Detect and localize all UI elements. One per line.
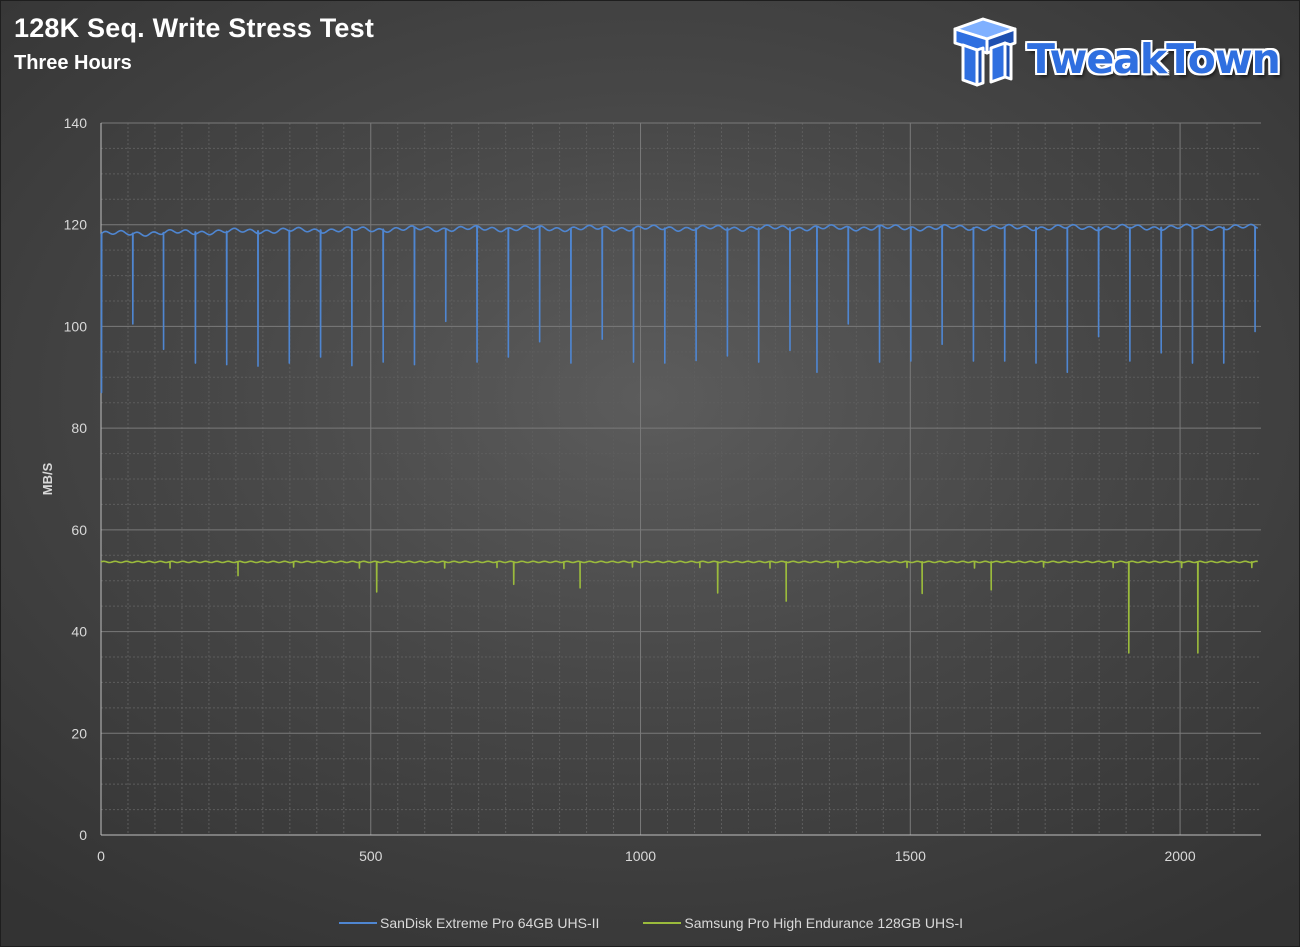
legend: SanDisk Extreme Pro 64GB UHS-II Samsung …	[1, 912, 1299, 934]
legend-label-samsung: Samsung Pro High Endurance 128GB UHS-I	[684, 915, 963, 931]
legend-label-sandisk: SanDisk Extreme Pro 64GB UHS-II	[380, 915, 600, 931]
legend-item-sandisk: SanDisk Extreme Pro 64GB UHS-II	[339, 915, 599, 931]
x-tick-label: 0	[97, 848, 105, 864]
x-tick-label: 500	[359, 848, 383, 864]
legend-item-samsung: Samsung Pro High Endurance 128GB UHS-I	[643, 915, 963, 931]
y-tick-label: 20	[71, 725, 87, 741]
legend-swatch-sandisk	[339, 922, 377, 924]
y-tick-label: 0	[79, 827, 87, 843]
y-tick-label: 80	[71, 420, 87, 436]
chart-subtitle: Three Hours	[14, 52, 132, 74]
tweaktown-logo: TweakTown	[949, 15, 1289, 93]
y-tick-label: 120	[64, 217, 88, 233]
series-line-samsung	[100, 560, 1258, 654]
y-tick-label: 60	[71, 522, 87, 538]
chart-title: 128K Seq. Write Stress Test	[14, 13, 375, 43]
legend-swatch-samsung	[643, 922, 682, 924]
y-tick-label: 40	[71, 624, 87, 640]
x-tick-label: 1500	[895, 848, 926, 864]
y-axis-label: MB/S	[40, 462, 55, 495]
tweaktown-cube-icon	[953, 17, 1017, 87]
logo-wordmark: TweakTown	[1027, 35, 1281, 83]
series-line-sandisk	[100, 223, 1259, 394]
y-tick-label: 100	[64, 318, 88, 334]
x-tick-label: 1000	[625, 848, 656, 864]
x-tick-label: 2000	[1164, 848, 1195, 864]
y-tick-label: 140	[64, 115, 88, 131]
